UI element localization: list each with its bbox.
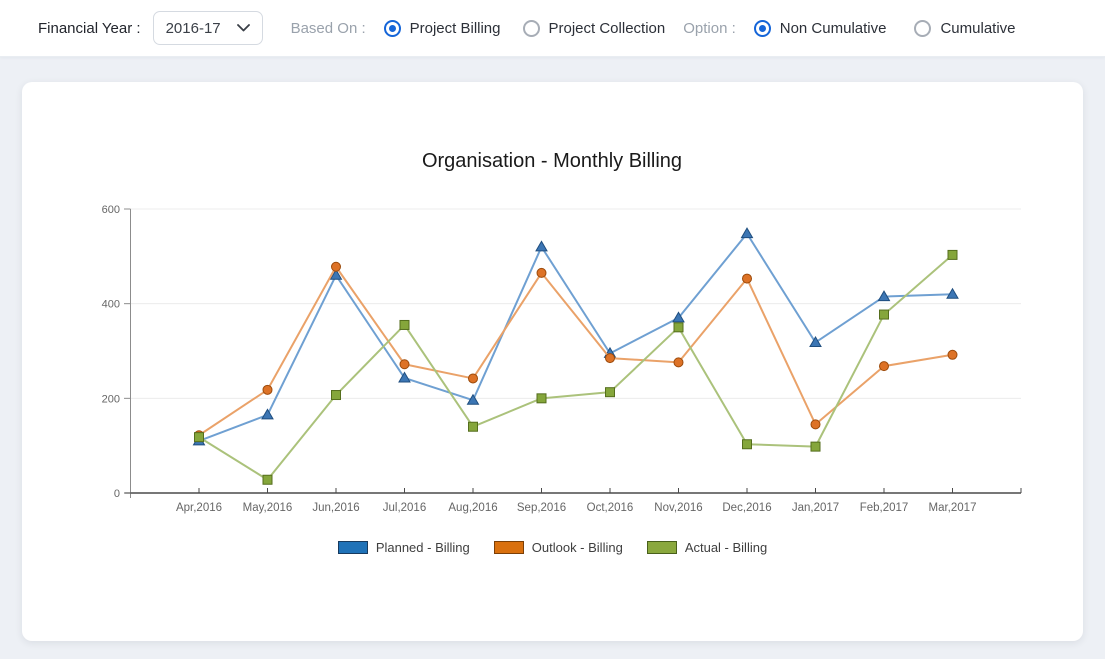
data-point-actual-billing bbox=[536, 393, 547, 404]
data-point-planned-billing bbox=[672, 311, 685, 323]
option-label: Option : bbox=[683, 19, 736, 37]
series-planned-billing bbox=[192, 227, 959, 446]
financial-year-value: 2016-17 bbox=[165, 19, 221, 37]
x-axis-tick-label: Apr,2016 bbox=[176, 502, 222, 514]
chart-title: Organisation - Monthly Billing bbox=[422, 150, 682, 172]
legend-label: Outlook - Billing bbox=[531, 540, 623, 555]
x-axis-tick-label: Mar,2017 bbox=[929, 502, 977, 514]
data-point-planned-billing bbox=[329, 268, 343, 280]
x-axis-tick-label: Jun,2016 bbox=[312, 502, 359, 514]
data-point-actual-billing bbox=[194, 432, 204, 443]
data-point-planned-billing bbox=[466, 393, 480, 405]
data-point-outlook-billing bbox=[468, 373, 478, 384]
radio-label: Cumulative bbox=[940, 19, 1016, 37]
chevron-down-icon bbox=[236, 24, 250, 32]
data-point-planned-billing bbox=[809, 335, 822, 347]
data-point-outlook-billing bbox=[810, 419, 821, 430]
x-axis-tick-label: Feb,2017 bbox=[860, 502, 909, 514]
billing-chart-svg: Organisation - Monthly Billing 0 200 400 600… bbox=[102, 150, 1022, 514]
data-point-actual-billing bbox=[879, 309, 889, 320]
radio-unselected-icon bbox=[914, 19, 932, 37]
data-point-planned-billing bbox=[261, 408, 274, 420]
data-point-outlook-billing bbox=[536, 267, 547, 278]
chart-card: Organisation - Monthly Billing 0 200 400 600… bbox=[22, 82, 1083, 641]
x-axis-tick-label: Oct,2016 bbox=[587, 502, 634, 514]
y-axis-tick-label: 200 bbox=[102, 393, 120, 405]
y-axis-tick-label: 400 bbox=[102, 299, 120, 311]
series-outlook-billing bbox=[194, 261, 958, 441]
legend-item-planned-billing[interactable]: Planned - Billing bbox=[337, 540, 470, 555]
financial-year-select[interactable]: 2016-17 bbox=[152, 11, 263, 45]
x-axis-tick-label: Jul,2016 bbox=[383, 502, 426, 514]
legend-item-actual-billing[interactable]: Actual - Billing bbox=[646, 540, 768, 555]
data-point-outlook-billing bbox=[947, 349, 958, 360]
filter-toolbar: Financial Year : 2016-17 Based On : Proj… bbox=[0, 0, 1105, 57]
y-axis-tick-label: 600 bbox=[102, 204, 120, 216]
x-axis-tick-label: May,2016 bbox=[243, 502, 293, 514]
radio-project-billing[interactable]: Project Billing bbox=[383, 19, 501, 37]
data-point-outlook-billing bbox=[673, 357, 684, 368]
radio-non-cumulative[interactable]: Non Cumulative bbox=[753, 19, 887, 37]
data-point-outlook-billing bbox=[331, 261, 341, 272]
based-on-label: Based On : bbox=[290, 19, 366, 37]
data-point-actual-billing bbox=[605, 387, 615, 398]
radio-label: Project Collection bbox=[548, 19, 666, 37]
series-actual-billing bbox=[194, 249, 958, 485]
x-axis-tick-label: Sep,2016 bbox=[517, 502, 566, 514]
legend-label: Planned - Billing bbox=[375, 540, 470, 555]
radio-unselected-icon bbox=[522, 19, 540, 37]
radio-cumulative[interactable]: Cumulative bbox=[914, 19, 1016, 37]
data-point-actual-billing bbox=[331, 390, 341, 401]
data-point-actual-billing bbox=[399, 319, 410, 330]
x-axis-tick-label: Nov,2016 bbox=[654, 502, 702, 514]
data-point-planned-billing bbox=[946, 287, 959, 299]
data-point-actual-billing bbox=[742, 439, 752, 450]
x-axis-tick-label: Aug,2016 bbox=[448, 502, 497, 514]
data-point-actual-billing bbox=[468, 421, 478, 432]
radio-label: Non Cumulative bbox=[779, 19, 887, 37]
data-point-outlook-billing bbox=[879, 361, 889, 372]
legend-item-outlook-billing[interactable]: Outlook - Billing bbox=[493, 540, 623, 555]
chart-legend: Planned - Billing Outlook - Billing Actual… bbox=[22, 540, 1083, 555]
data-point-actual-billing bbox=[262, 474, 273, 485]
data-point-actual-billing bbox=[673, 322, 684, 333]
data-point-planned-billing bbox=[535, 240, 548, 252]
x-axis-tick-label: Dec,2016 bbox=[722, 502, 771, 514]
legend-label: Actual - Billing bbox=[684, 540, 768, 555]
data-point-planned-billing bbox=[740, 227, 754, 239]
radio-selected-icon bbox=[753, 19, 771, 37]
data-point-outlook-billing bbox=[262, 384, 273, 395]
data-point-outlook-billing bbox=[605, 353, 615, 364]
data-point-outlook-billing bbox=[742, 273, 752, 284]
radio-project-collection[interactable]: Project Collection bbox=[522, 19, 666, 37]
data-point-planned-billing bbox=[398, 371, 411, 383]
data-point-planned-billing bbox=[877, 290, 891, 302]
radio-label: Project Billing bbox=[409, 19, 501, 37]
y-axis-tick-label: 0 bbox=[114, 488, 120, 500]
legend-swatch bbox=[493, 541, 524, 554]
radio-selected-icon bbox=[383, 19, 401, 37]
data-point-actual-billing bbox=[810, 441, 821, 452]
x-axis-tick-label: Jan,2017 bbox=[792, 502, 839, 514]
legend-swatch bbox=[337, 541, 368, 554]
data-point-actual-billing bbox=[947, 249, 958, 260]
legend-swatch bbox=[646, 541, 677, 554]
data-point-outlook-billing bbox=[399, 359, 410, 370]
financial-year-label: Financial Year : bbox=[38, 19, 141, 37]
